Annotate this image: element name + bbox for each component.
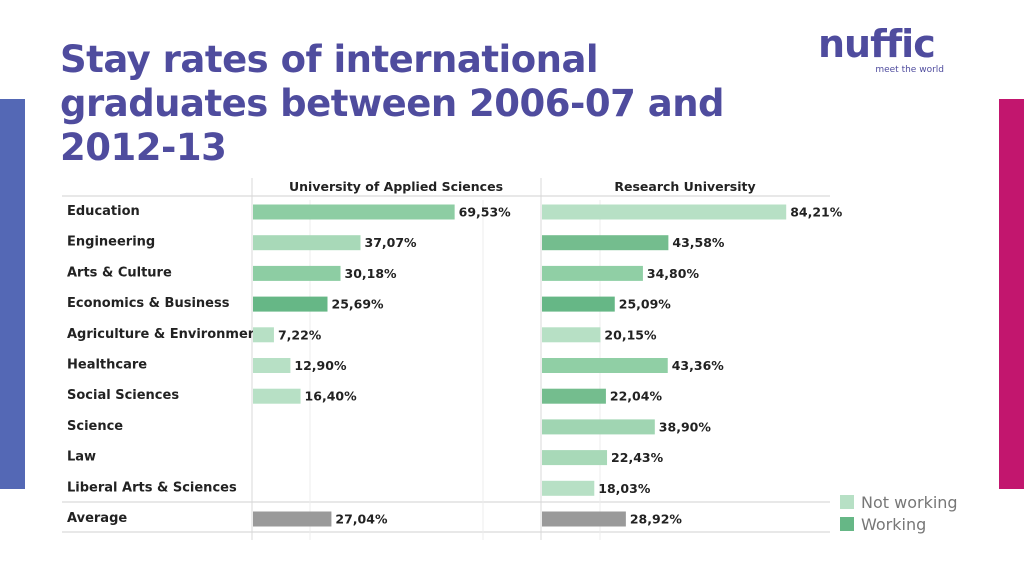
bar [542, 511, 626, 527]
bar-value-label: 43,58% [672, 235, 725, 250]
bar [542, 358, 668, 373]
category-label: Education [67, 204, 140, 219]
category-label: Engineering [67, 235, 155, 250]
category-label: Liberal Arts & Sciences [67, 480, 237, 495]
bar-value-label: 22,04% [610, 389, 663, 404]
slide-title: Stay rates of international graduates be… [60, 38, 725, 169]
bar-value-label: 38,90% [659, 419, 712, 434]
left-accent-bar [0, 99, 25, 489]
bar [253, 296, 328, 312]
category-label: Agriculture & Environment [67, 327, 263, 342]
bar-value-label: 12,90% [294, 358, 347, 373]
bar [253, 388, 301, 404]
category-label: Average [67, 511, 127, 526]
legend-swatch-not-working [840, 495, 854, 509]
bar-value-label: 84,21% [790, 205, 843, 220]
bar-value-label: 69,53% [459, 205, 512, 220]
logo-wordmark: nuffic [818, 22, 936, 66]
nuffic-logo: nuffic meet the world [818, 24, 948, 76]
bar [253, 511, 332, 527]
bar [253, 204, 455, 220]
bar-value-label: 25,69% [332, 297, 385, 312]
right-accent-bar [999, 99, 1024, 489]
legend-item-not-working: Not working [840, 492, 958, 512]
panel-header: Research University [614, 179, 755, 194]
bar [542, 204, 787, 220]
bar [542, 450, 608, 466]
bar [542, 265, 643, 281]
category-label: Science [67, 419, 123, 434]
bar-value-label: 30,18% [345, 266, 398, 281]
legend-label-not-working: Not working [861, 492, 958, 512]
bar [542, 419, 655, 435]
bar [542, 480, 595, 496]
panel-header: University of Applied Sciences [289, 179, 503, 194]
bar [542, 327, 601, 343]
bar [542, 235, 669, 251]
bar-value-label: 20,15% [604, 327, 657, 342]
legend-swatch-working [840, 517, 854, 531]
bar [542, 296, 615, 312]
category-label: Social Sciences [67, 388, 179, 403]
bar-value-label: 18,03% [598, 481, 651, 496]
bar-value-label: 43,36% [672, 358, 725, 373]
category-label: Economics & Business [67, 296, 230, 311]
legend-item-working: Working [840, 514, 926, 534]
bar [253, 265, 341, 281]
bar-value-label: 34,80% [647, 266, 700, 281]
bar-value-label: 22,43% [611, 450, 664, 465]
category-label: Arts & Culture [67, 265, 172, 280]
bar [253, 327, 274, 343]
legend-label-working: Working [861, 514, 927, 534]
bar-value-label: 28,92% [630, 512, 683, 527]
bar-value-label: 7,22% [278, 327, 322, 342]
category-label: Law [67, 450, 96, 465]
bar-value-label: 25,09% [619, 297, 672, 312]
logo-tagline: meet the world [875, 65, 944, 75]
bar [542, 388, 606, 404]
bar [253, 235, 361, 251]
bar-value-label: 27,04% [335, 512, 388, 527]
bar [253, 358, 291, 373]
category-label: Healthcare [67, 358, 147, 373]
bar-value-label: 16,40% [305, 389, 358, 404]
bar-value-label: 37,07% [365, 235, 418, 250]
